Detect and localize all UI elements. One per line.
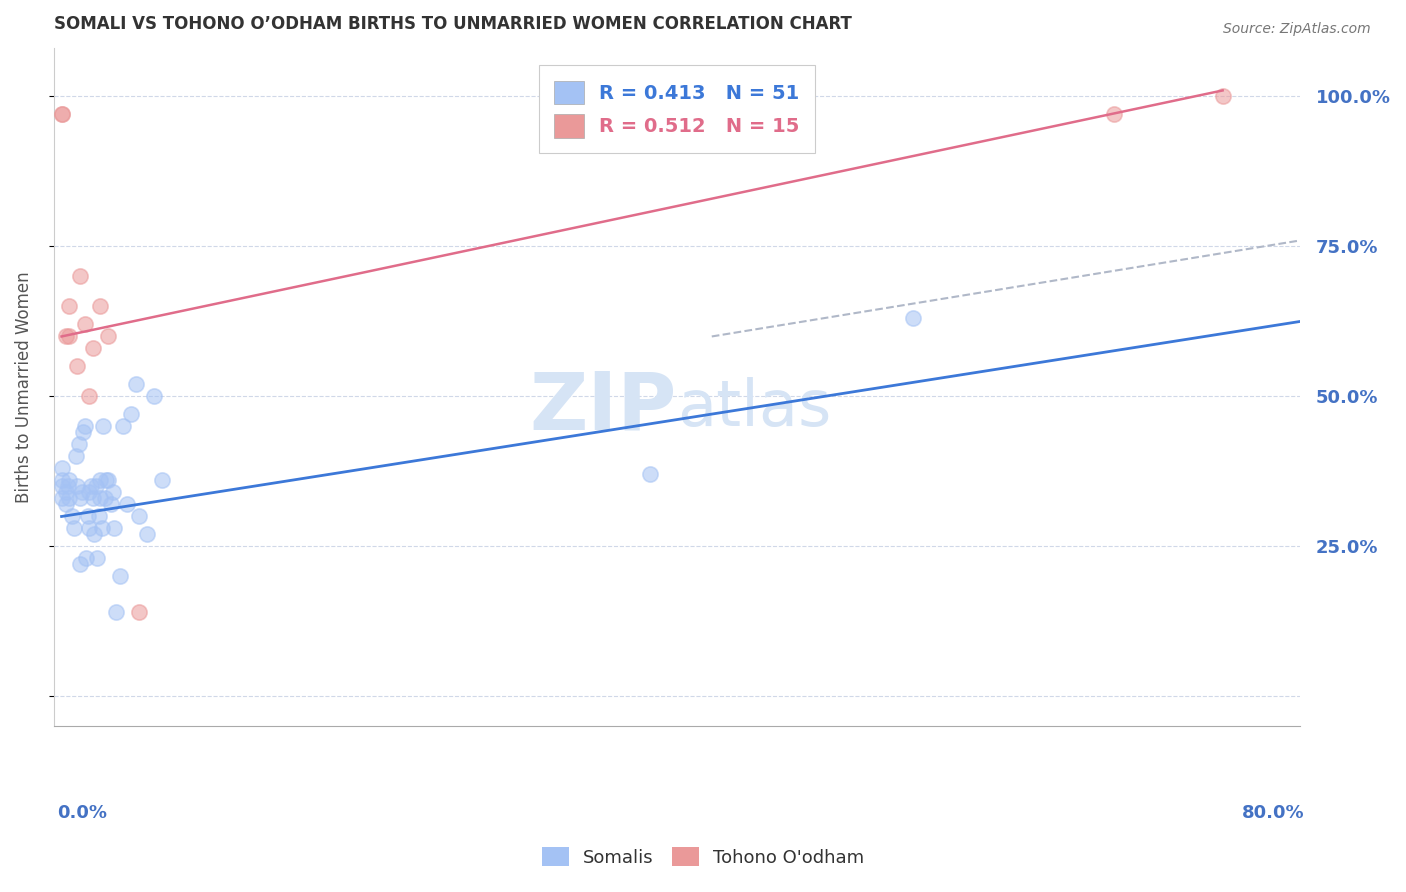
Point — [77, 509, 100, 524]
Point — [79, 389, 101, 403]
Point — [69, 269, 91, 284]
Point — [75, 551, 97, 566]
Point — [638, 467, 661, 482]
Point — [79, 485, 101, 500]
Point — [86, 551, 108, 566]
Point — [56, 479, 79, 493]
Point — [58, 474, 80, 488]
Point — [66, 359, 89, 374]
Point — [67, 437, 90, 451]
Point — [96, 474, 118, 488]
Point — [97, 474, 120, 488]
Point — [51, 491, 73, 506]
Point — [51, 474, 73, 488]
Point — [58, 329, 80, 343]
Point — [51, 107, 73, 121]
Point — [51, 107, 73, 121]
Point — [150, 474, 173, 488]
Legend: Somalis, Tohono O'odham: Somalis, Tohono O'odham — [534, 840, 872, 874]
Point — [128, 606, 150, 620]
Point — [143, 389, 166, 403]
Point — [69, 491, 91, 506]
Point — [70, 485, 93, 500]
Point — [55, 498, 77, 512]
Point — [125, 377, 148, 392]
Point — [84, 479, 107, 493]
Point — [103, 521, 125, 535]
Point — [63, 521, 86, 535]
Point — [51, 461, 73, 475]
Point — [82, 342, 104, 356]
Point — [128, 509, 150, 524]
Point — [73, 318, 96, 332]
Point — [104, 606, 127, 620]
Point — [100, 498, 122, 512]
Point — [82, 491, 104, 506]
Text: SOMALI VS TOHONO O’ODHAM BIRTHS TO UNMARRIED WOMEN CORRELATION CHART: SOMALI VS TOHONO O’ODHAM BIRTHS TO UNMAR… — [53, 15, 852, 33]
Point — [79, 521, 101, 535]
Point — [112, 419, 135, 434]
Text: atlas: atlas — [676, 376, 831, 439]
Point — [66, 479, 89, 493]
Point — [87, 509, 110, 524]
Text: Source: ZipAtlas.com: Source: ZipAtlas.com — [1223, 22, 1371, 37]
Point — [90, 521, 112, 535]
Point — [110, 569, 132, 583]
Text: 0.0%: 0.0% — [56, 805, 107, 822]
Point — [101, 485, 124, 500]
Point — [55, 329, 77, 343]
Point — [83, 527, 105, 541]
Y-axis label: Births to Unmarried Women: Births to Unmarried Women — [15, 272, 32, 503]
Point — [97, 329, 120, 343]
Point — [80, 479, 103, 493]
Point — [89, 491, 111, 506]
Point — [120, 408, 142, 422]
Point — [901, 311, 924, 326]
Point — [89, 474, 111, 488]
Point — [55, 485, 77, 500]
Text: 80.0%: 80.0% — [1241, 805, 1305, 822]
Point — [69, 558, 91, 572]
Point — [62, 509, 84, 524]
Point — [58, 300, 80, 314]
Point — [65, 450, 87, 464]
Point — [94, 491, 117, 506]
Point — [73, 419, 96, 434]
Point — [58, 491, 80, 506]
Text: ZIP: ZIP — [530, 368, 676, 447]
Point — [115, 498, 138, 512]
Point — [1212, 89, 1234, 103]
Legend: R = 0.413   N = 51, R = 0.512   N = 15: R = 0.413 N = 51, R = 0.512 N = 15 — [538, 65, 815, 153]
Point — [1104, 107, 1126, 121]
Point — [72, 425, 94, 440]
Point — [89, 300, 111, 314]
Point — [93, 419, 115, 434]
Point — [135, 527, 157, 541]
Point — [51, 479, 73, 493]
